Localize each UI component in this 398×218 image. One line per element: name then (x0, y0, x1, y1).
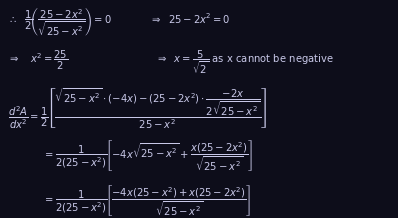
Text: $\dfrac{d^2A}{dx^2}=\dfrac{1}{2}\!\left[\dfrac{\sqrt{25-x^2}\cdot(-4x)-(25-2x^2): $\dfrac{d^2A}{dx^2}=\dfrac{1}{2}\!\left[… (8, 87, 267, 131)
Text: $=\dfrac{1}{2(25-x^2)}\!\left[\dfrac{-4x(25-x^2)+x(25-2x^2)}{\sqrt{25-x^2}}\righ: $=\dfrac{1}{2(25-x^2)}\!\left[\dfrac{-4x… (43, 184, 252, 218)
Text: $\Rightarrow\quad x^2=\dfrac{25}{2}\qquad\qquad\qquad\qquad\quad\Rightarrow\ \ x: $\Rightarrow\quad x^2=\dfrac{25}{2}\qqua… (8, 48, 334, 76)
Text: $\therefore\ \ \dfrac{1}{2}\!\left(\dfrac{25-2x^2}{\sqrt{25-x^2}}\right)=0\qquad: $\therefore\ \ \dfrac{1}{2}\!\left(\dfra… (8, 5, 230, 38)
Text: $=\dfrac{1}{2(25-x^2)}\!\left[-4x\sqrt{25-x^2}+\dfrac{x(25-2x^2)}{\sqrt{25-x^2}}: $=\dfrac{1}{2(25-x^2)}\!\left[-4x\sqrt{2… (43, 139, 253, 173)
